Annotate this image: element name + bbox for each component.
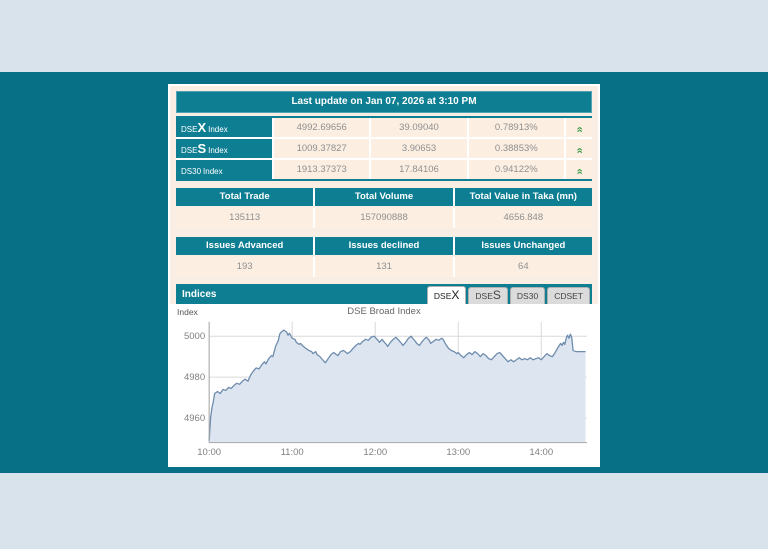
table-row-dses: DSES Index 1009.37827 3.90653 0.38853% « bbox=[176, 139, 592, 160]
svg-text:10:00: 10:00 bbox=[197, 446, 221, 457]
trend-cell: « bbox=[563, 118, 592, 137]
svg-text:12:00: 12:00 bbox=[363, 446, 387, 457]
chart-section: Index DSE Broad Index 4960 4980 5000 10:00 1… bbox=[170, 304, 598, 465]
total-value-value: 4656.848 bbox=[452, 208, 592, 228]
issues-header-row: Issues Advanced Issues declined Issues U… bbox=[176, 237, 592, 255]
issues-advanced-value: 193 bbox=[176, 257, 314, 277]
totals-header-row: Total Trade Total Volume Total Value in … bbox=[176, 188, 592, 206]
double-up-arrow-icon: « bbox=[573, 168, 586, 175]
issues-declined-header: Issues declined bbox=[313, 237, 453, 255]
index-percent: 0.38853% bbox=[466, 139, 564, 158]
chart-header: Index DSE Broad Index bbox=[175, 306, 593, 318]
index-name-dsex: DSEX Index bbox=[176, 118, 272, 137]
tab-dsex[interactable]: DSEX bbox=[426, 286, 467, 304]
index-value: 4992.69656 bbox=[272, 118, 370, 137]
totals-value-row: 135113 157090888 4656.848 bbox=[176, 208, 592, 228]
svg-text:13:00: 13:00 bbox=[446, 446, 470, 457]
issues-unchanged-value: 64 bbox=[452, 257, 592, 277]
indices-table: DSEX Index 4992.69656 39.09040 0.78913% «… bbox=[176, 116, 592, 181]
tab-ds30[interactable]: DS30 bbox=[509, 287, 546, 304]
issues-declined-value: 131 bbox=[313, 257, 453, 277]
tab-dses[interactable]: DSES bbox=[468, 287, 508, 304]
index-percent: 0.94122% bbox=[466, 160, 564, 179]
index-area-chart: 4960 4980 5000 10:00 11:00 12:00 13:00 14:00 bbox=[184, 321, 587, 457]
tab-cdset[interactable]: CDSET bbox=[547, 287, 590, 304]
double-up-arrow-icon: « bbox=[573, 147, 586, 154]
issues-value-row: 193 131 64 bbox=[176, 257, 592, 277]
svg-text:4960: 4960 bbox=[184, 412, 205, 423]
index-name-dses: DSES Index bbox=[176, 139, 272, 158]
svg-text:5000: 5000 bbox=[184, 330, 205, 341]
total-trade-header: Total Trade bbox=[176, 188, 314, 206]
indices-bar-title: Indices bbox=[182, 289, 217, 300]
index-percent: 0.78913% bbox=[466, 118, 564, 137]
index-change: 17.84106 bbox=[369, 160, 467, 179]
trend-cell: « bbox=[563, 139, 592, 158]
total-volume-header: Total Volume bbox=[313, 188, 453, 206]
trend-cell: « bbox=[563, 160, 592, 179]
table-row-ds30: DS30 Index 1913.37373 17.84106 0.94122% « bbox=[176, 160, 592, 179]
chart-title: DSE Broad Index bbox=[347, 306, 421, 317]
table-row-dsex: DSEX Index 4992.69656 39.09040 0.78913% « bbox=[176, 118, 592, 139]
last-update-bar: Last update on Jan 07, 2026 at 3:10 PM bbox=[176, 91, 592, 113]
issues-table: Issues Advanced Issues declined Issues U… bbox=[176, 237, 592, 277]
index-value: 1913.37373 bbox=[272, 160, 370, 179]
issues-unchanged-header: Issues Unchanged bbox=[452, 237, 592, 255]
index-change: 39.09040 bbox=[369, 118, 467, 137]
top-strip bbox=[0, 0, 768, 72]
index-tabs: DSEX DSES DS30 CDSET bbox=[426, 286, 590, 304]
total-volume-value: 157090888 bbox=[313, 208, 453, 228]
index-value: 1009.37827 bbox=[272, 139, 370, 158]
market-summary-panel: Last update on Jan 07, 2026 at 3:10 PM D… bbox=[168, 84, 600, 467]
chart-y-axis-label: Index bbox=[177, 307, 198, 317]
bottom-strip bbox=[0, 473, 768, 549]
svg-text:11:00: 11:00 bbox=[281, 446, 304, 457]
issues-advanced-header: Issues Advanced bbox=[176, 237, 314, 255]
svg-text:4980: 4980 bbox=[184, 371, 205, 382]
total-value-header: Total Value in Taka (mn) bbox=[452, 188, 592, 206]
index-change: 3.90653 bbox=[369, 139, 467, 158]
indices-bar: Indices DSEX DSES DS30 CDSET bbox=[176, 284, 592, 304]
svg-text:14:00: 14:00 bbox=[529, 446, 553, 457]
index-name-ds30: DS30 Index bbox=[176, 160, 272, 179]
total-trade-value: 135113 bbox=[176, 208, 314, 228]
totals-table: Total Trade Total Volume Total Value in … bbox=[176, 188, 592, 228]
double-up-arrow-icon: « bbox=[573, 126, 586, 133]
